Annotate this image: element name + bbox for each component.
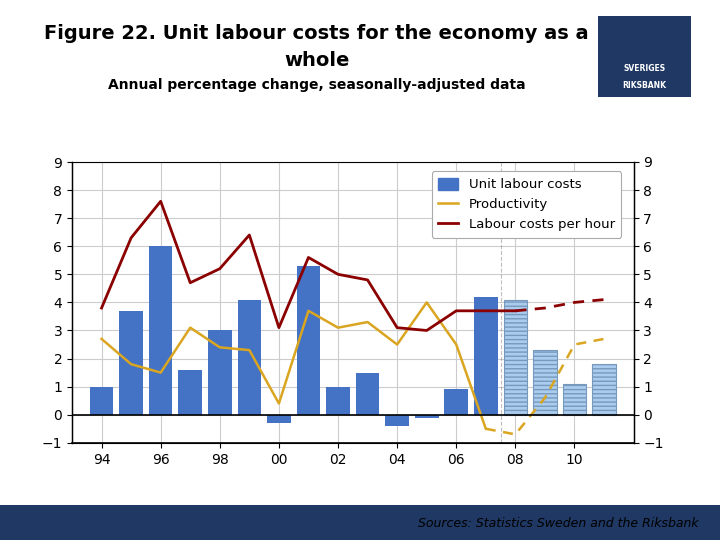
Bar [267,415,291,423]
Text: Annual percentage change, seasonally-adjusted data: Annual percentage change, seasonally-adj… [108,78,526,92]
Bar [297,266,320,415]
Bar [326,387,350,415]
Bar [444,389,468,415]
Bar [356,373,379,415]
Legend: Unit labour costs, Productivity, Labour costs per hour: Unit labour costs, Productivity, Labour … [432,171,621,238]
Bar [149,246,173,415]
Bar [238,300,261,415]
Bar [385,415,409,426]
Text: whole: whole [284,51,349,70]
Text: SVERIGES: SVERIGES [624,64,665,73]
Text: RIKSBANK: RIKSBANK [622,80,667,90]
Bar [474,297,498,415]
Bar [503,300,527,415]
Text: Sources: Statistics Sweden and the Riksbank: Sources: Statistics Sweden and the Riksb… [418,517,698,530]
Bar [90,387,113,415]
Bar [562,384,586,415]
Bar [208,330,232,415]
Bar [415,415,438,417]
Bar [533,350,557,415]
Bar [593,364,616,415]
Text: Figure 22. Unit labour costs for the economy as a: Figure 22. Unit labour costs for the eco… [45,24,589,43]
Bar [120,311,143,415]
Bar [179,370,202,415]
